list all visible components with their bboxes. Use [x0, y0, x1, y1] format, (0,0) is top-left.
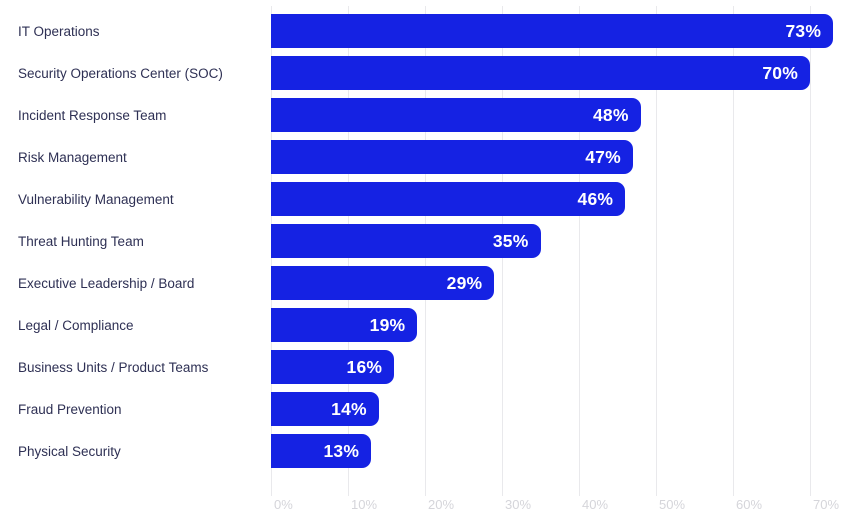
x-tick-label: 40%	[582, 497, 609, 512]
bar-row: Incident Response Team 48%	[0, 94, 865, 136]
x-tick-label: 50%	[659, 497, 686, 512]
value-label: 19%	[369, 314, 406, 335]
gridline	[579, 6, 580, 496]
value-label: 47%	[585, 146, 621, 167]
value-label: 16%	[346, 356, 383, 377]
gridline	[733, 6, 734, 496]
x-tick-label: 20%	[428, 497, 455, 512]
bar-row: IT Operations 73%	[0, 10, 865, 52]
bar: 47%	[271, 140, 633, 174]
category-label: Vulnerability Management	[18, 191, 174, 207]
value-label: 48%	[592, 104, 629, 125]
x-tick-label: 10%	[351, 497, 378, 512]
gridline	[656, 6, 657, 496]
bar: 14%	[271, 392, 379, 426]
gridline	[810, 6, 811, 496]
value-label: 13%	[323, 440, 360, 461]
value-label: 35%	[492, 230, 529, 251]
category-label: Fraud Prevention	[18, 401, 122, 417]
category-label: Legal / Compliance	[18, 317, 134, 333]
value-label: 73%	[785, 20, 822, 41]
bar-row: Business Units / Product Teams 16%	[0, 346, 865, 388]
bar: 19%	[271, 308, 418, 342]
x-tick-label: 70%	[813, 497, 840, 512]
bar-row: Executive Leadership / Board 29%	[0, 262, 865, 304]
bar: 29%	[271, 266, 495, 300]
bar-row: Risk Management 47%	[0, 136, 865, 178]
bar: 35%	[271, 224, 541, 258]
bar: 73%	[271, 14, 834, 48]
bar-row: Security Operations Center (SOC) 70%	[0, 52, 865, 94]
bar: 16%	[271, 350, 395, 384]
bar-row: Threat Hunting Team 35%	[0, 220, 865, 262]
x-tick-label: 30%	[505, 497, 532, 512]
value-label: 70%	[762, 62, 798, 83]
bar-row: Legal / Compliance 19%	[0, 304, 865, 346]
category-label: Physical Security	[18, 443, 121, 459]
value-label: 46%	[577, 188, 614, 209]
category-label: Threat Hunting Team	[18, 233, 144, 249]
bar-row: Vulnerability Management 46%	[0, 178, 865, 220]
value-label: 29%	[446, 272, 483, 293]
bar: 46%	[271, 182, 626, 216]
bar: 13%	[271, 434, 372, 468]
bar: 48%	[271, 98, 641, 132]
category-label: IT Operations	[18, 23, 100, 39]
category-label: Business Units / Product Teams	[18, 359, 209, 375]
bar-row: Fraud Prevention 14%	[0, 388, 865, 430]
x-tick-label: 0%	[274, 497, 293, 512]
category-label: Risk Management	[18, 149, 127, 165]
bar: 70%	[271, 56, 810, 90]
category-label: Executive Leadership / Board	[18, 275, 195, 291]
value-label: 14%	[331, 398, 367, 419]
category-label: Security Operations Center (SOC)	[18, 65, 223, 81]
category-label: Incident Response Team	[18, 107, 167, 123]
bar-row: Physical Security 13%	[0, 430, 865, 472]
bar-rows: IT Operations 73% Security Operations Cent…	[0, 10, 865, 472]
x-tick-label: 60%	[736, 497, 763, 512]
